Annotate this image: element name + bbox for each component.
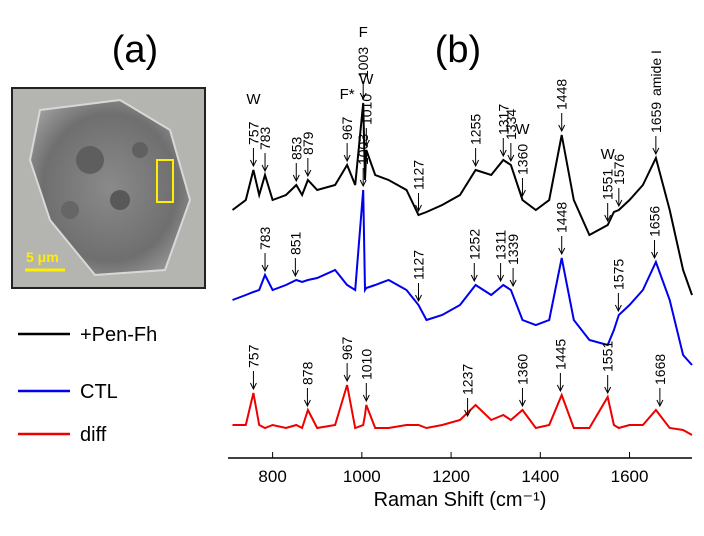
peak-tag: F*: [340, 86, 355, 103]
peak-label: 1668: [652, 354, 668, 385]
arrow-head: [291, 269, 299, 278]
micrograph: 5 μm: [11, 87, 206, 289]
peak-label: 1127: [411, 250, 427, 280]
peak-label: 1448: [554, 202, 570, 233]
arrow-head: [343, 154, 351, 163]
arrow-head: [292, 174, 300, 183]
peak-label: 1317: [495, 104, 511, 135]
peak-label: 851: [287, 231, 303, 255]
arrow-head: [652, 147, 660, 156]
arrow-head: [359, 92, 367, 101]
peak-label: 1010: [358, 94, 374, 125]
arrow-head: [615, 199, 623, 208]
arrow-head: [558, 247, 566, 256]
panel-label: (a): [112, 29, 158, 71]
arrow-head: [519, 399, 526, 408]
arrow-head: [249, 382, 257, 391]
peak-label: 783: [257, 226, 273, 250]
peak-label: 1010: [358, 349, 374, 380]
peak-label: 1656: [647, 206, 663, 237]
x-tick-label: 1600: [611, 467, 649, 486]
arrow-head: [472, 159, 480, 168]
x-tick-label: 1200: [432, 467, 470, 486]
arrow-head: [362, 394, 370, 403]
legend-label: diff: [80, 424, 107, 446]
peak-label: 1551: [600, 341, 616, 372]
spectrum: [232, 189, 693, 366]
peak-label: 878: [299, 361, 315, 385]
peak-label: 757: [245, 344, 261, 368]
x-tick-label: 1000: [343, 467, 381, 486]
peak-tag: W: [601, 146, 616, 163]
peak-label: 1003: [355, 134, 371, 165]
arrow-head: [261, 264, 269, 273]
peak-label: 967: [339, 116, 355, 140]
peak-tag: W: [359, 71, 374, 88]
peak-label: 967: [339, 336, 355, 360]
peak-label: 1237: [460, 364, 476, 395]
arrow-head: [470, 274, 478, 283]
legend-label: CTL: [80, 381, 118, 403]
arrow-head: [604, 386, 612, 395]
peak-label: 1575: [610, 259, 626, 290]
peak-label: 1334: [503, 109, 519, 140]
spectrum: [231, 102, 693, 296]
arrow-head: [343, 374, 351, 383]
arrow-head: [604, 214, 612, 223]
arrow-head: [499, 149, 507, 158]
peak-label: 1576: [611, 154, 627, 185]
arrow-head: [249, 159, 257, 168]
peak-tag: W: [515, 121, 530, 138]
arrow-head: [651, 251, 658, 260]
arrow-head: [303, 399, 311, 408]
peak-label: 757: [245, 121, 261, 145]
peak-label: 853: [288, 136, 304, 160]
peak-label: 1255: [468, 114, 484, 145]
arrow-head: [614, 304, 622, 313]
peak-label: 879: [300, 131, 316, 155]
panel-label: (b): [435, 29, 481, 71]
peak-label: 1448: [554, 79, 570, 110]
peak-label: 1311: [493, 230, 509, 260]
peak-label: 1252: [466, 229, 482, 260]
peak-label: 1360: [514, 354, 530, 385]
arrow-head: [359, 179, 367, 188]
spectrum: [232, 384, 693, 436]
peak-label: 1339: [505, 234, 521, 265]
peak-label: 1551: [600, 169, 616, 200]
arrow-head: [556, 384, 564, 393]
arrow-head: [304, 169, 312, 178]
arrow-head: [656, 399, 664, 408]
arrow-head: [519, 189, 526, 198]
arrow-head: [415, 294, 422, 303]
peak-label: 1127: [411, 160, 427, 190]
peak-label: 1360: [514, 144, 530, 175]
peak-label: 1003: [355, 47, 371, 78]
peak-label: 1659: [648, 102, 664, 133]
x-tick-label: 1400: [521, 467, 559, 486]
arrow-head: [509, 279, 517, 288]
peak-tag: W: [246, 91, 261, 108]
peak-label: 783: [257, 126, 273, 150]
arrow-head: [415, 204, 422, 213]
legend-label: +Pen-Fh: [80, 324, 157, 346]
arrow-head: [464, 409, 472, 418]
arrow-head: [497, 274, 505, 283]
peak-tag: amide I: [648, 50, 664, 96]
arrow-head: [507, 154, 515, 163]
arrow-head: [362, 139, 370, 148]
x-axis-label: Raman Shift (cm⁻¹): [374, 489, 547, 511]
scale-bar-label: 5 μm: [26, 249, 59, 265]
arrow-head: [558, 124, 566, 133]
x-tick-label: 800: [258, 467, 286, 486]
peak-tag: F: [359, 24, 368, 41]
arrow-head: [261, 164, 269, 173]
peak-label: 1445: [552, 339, 568, 370]
